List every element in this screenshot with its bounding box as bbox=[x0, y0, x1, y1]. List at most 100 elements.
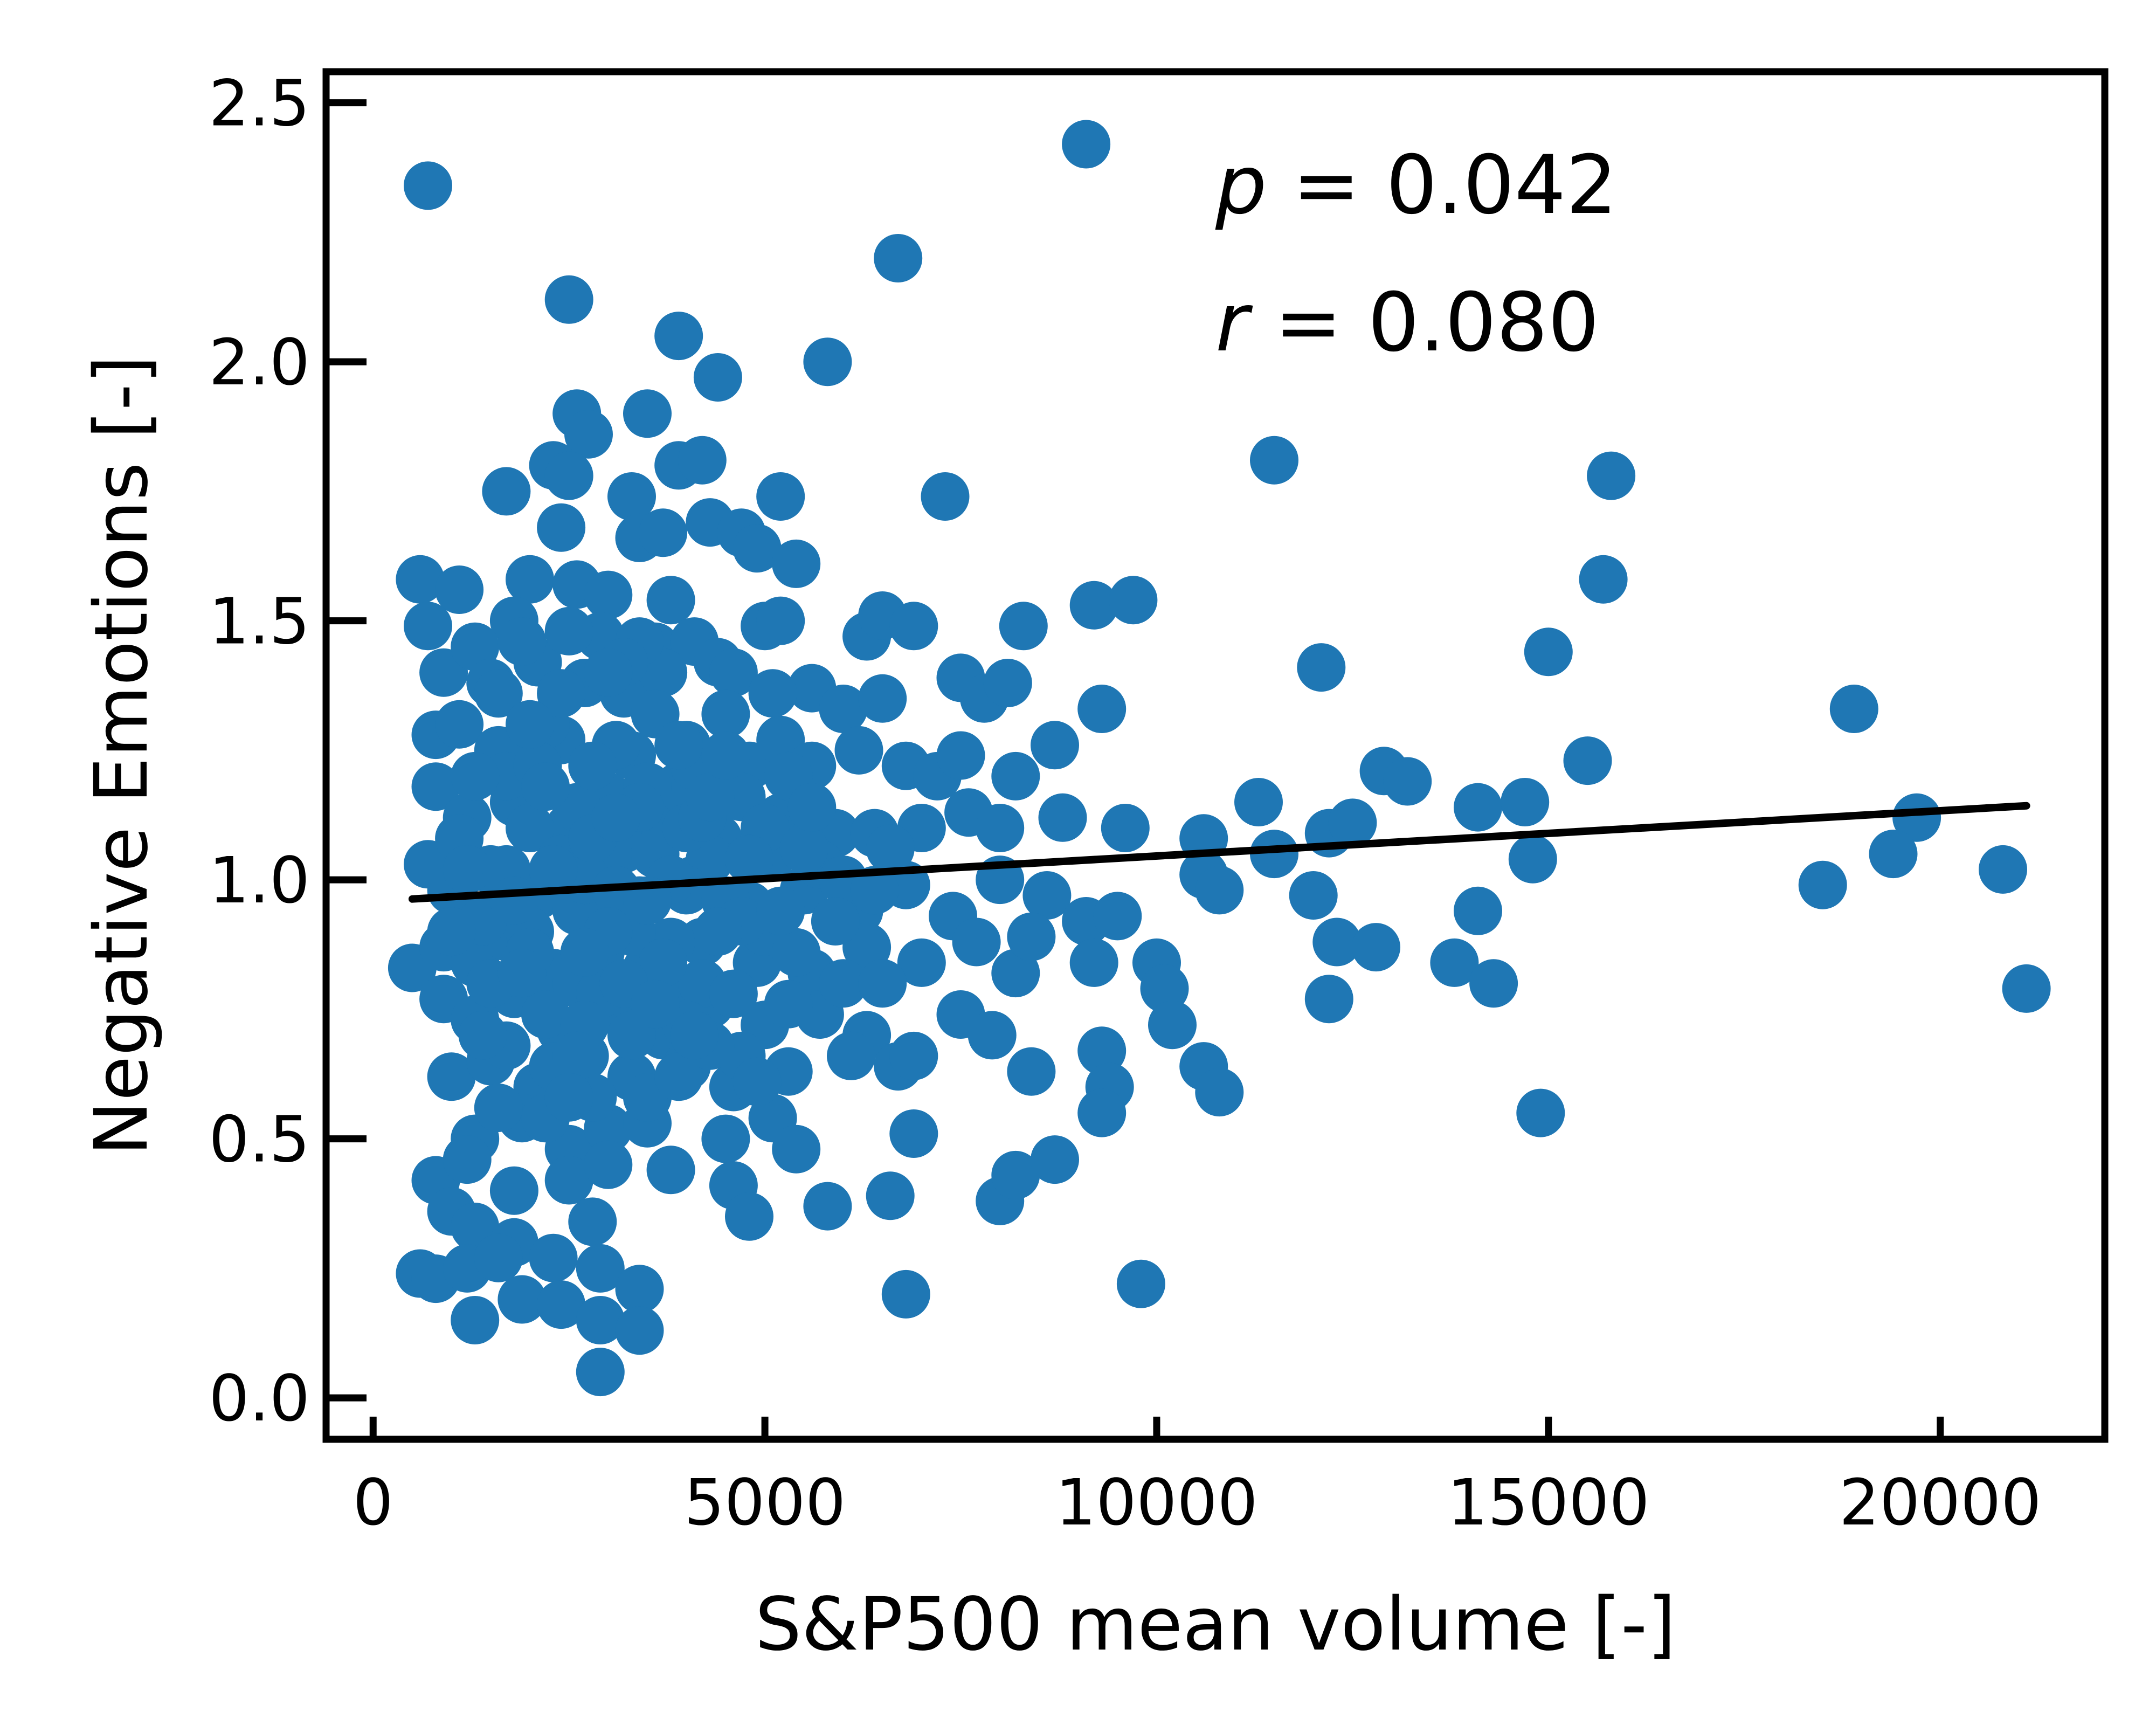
data-point bbox=[1587, 451, 1636, 500]
data-point bbox=[654, 312, 703, 361]
data-point bbox=[427, 1052, 476, 1101]
data-point bbox=[772, 928, 821, 977]
data-point bbox=[1250, 830, 1298, 879]
data-point bbox=[1116, 1259, 1165, 1308]
data-point bbox=[819, 959, 868, 1008]
data-point bbox=[506, 555, 554, 604]
data-point bbox=[756, 596, 805, 645]
data-point bbox=[803, 1182, 852, 1231]
data-point bbox=[733, 524, 782, 573]
data-point bbox=[1038, 793, 1087, 842]
y-axis-label: Negative Emotions [-] bbox=[79, 355, 164, 1156]
data-point bbox=[701, 1114, 750, 1163]
data-point bbox=[991, 751, 1040, 801]
data-point bbox=[1069, 938, 1118, 987]
data-point bbox=[451, 1296, 500, 1344]
data-point bbox=[544, 275, 593, 324]
data-point bbox=[1109, 576, 1158, 625]
data-point bbox=[874, 234, 923, 282]
data-point bbox=[631, 979, 680, 1029]
y-tick-label: 0.0 bbox=[209, 1361, 310, 1436]
data-point bbox=[1093, 892, 1142, 941]
data-point bbox=[537, 503, 586, 552]
data-point bbox=[976, 804, 1025, 852]
fit-line bbox=[408, 802, 2030, 903]
data-point bbox=[803, 337, 852, 387]
data-point bbox=[529, 845, 578, 894]
data-point bbox=[1516, 1088, 1565, 1137]
data-point bbox=[568, 1197, 617, 1246]
data-point bbox=[623, 389, 672, 438]
data-point bbox=[497, 617, 547, 666]
data-point bbox=[537, 1280, 586, 1329]
data-point bbox=[544, 606, 593, 656]
data-point bbox=[560, 928, 609, 977]
data-point bbox=[1979, 845, 2027, 894]
data-point bbox=[482, 467, 531, 516]
data-point bbox=[615, 1265, 664, 1314]
data-point bbox=[1469, 959, 1518, 1008]
data-point bbox=[591, 793, 640, 842]
x-axis-label: S&P500 mean volume [-] bbox=[755, 1582, 1676, 1667]
x-tick-label: 10000 bbox=[1055, 1465, 1257, 1540]
y-tick-label: 1.5 bbox=[209, 584, 310, 659]
data-point bbox=[1062, 120, 1111, 169]
data-point bbox=[646, 1146, 695, 1195]
data-point bbox=[889, 1031, 938, 1080]
data-point bbox=[772, 539, 821, 588]
data-point bbox=[701, 689, 750, 739]
data-point bbox=[584, 1140, 633, 1189]
data-point bbox=[693, 353, 742, 402]
data-point bbox=[564, 410, 613, 459]
data-point bbox=[427, 907, 476, 956]
data-point bbox=[983, 659, 1032, 707]
data-point bbox=[404, 602, 452, 651]
data-point bbox=[756, 886, 805, 935]
data-point bbox=[615, 1306, 664, 1355]
stat-value: = 0.080 bbox=[1249, 276, 1599, 370]
data-point bbox=[435, 700, 484, 749]
data-point bbox=[497, 949, 547, 998]
data-point bbox=[827, 1031, 875, 1080]
data-point bbox=[866, 1171, 915, 1220]
data-point bbox=[639, 508, 688, 557]
data-point bbox=[544, 1156, 593, 1205]
data-point bbox=[1101, 804, 1150, 852]
data-point bbox=[725, 834, 773, 884]
data-point bbox=[999, 602, 1048, 651]
data-point bbox=[1007, 1047, 1056, 1096]
data-point bbox=[1007, 912, 1056, 961]
data-point bbox=[1077, 1026, 1127, 1075]
data-point bbox=[701, 731, 750, 780]
data-point bbox=[952, 917, 1001, 967]
data-point bbox=[1508, 834, 1557, 884]
data-point bbox=[1524, 627, 1573, 677]
data-point bbox=[451, 751, 500, 801]
x-tick-label: 20000 bbox=[1839, 1465, 2041, 1540]
data-point bbox=[1579, 555, 1628, 604]
data-point bbox=[1031, 1135, 1079, 1184]
data-point bbox=[521, 990, 570, 1039]
data-point bbox=[654, 1052, 703, 1101]
data-point bbox=[1077, 1088, 1127, 1137]
data-point bbox=[1328, 798, 1377, 847]
stat-annotation-p: p = 0.042 bbox=[1215, 139, 1618, 232]
data-point bbox=[772, 1124, 821, 1174]
data-point bbox=[968, 1011, 1017, 1060]
data-point bbox=[881, 1269, 930, 1319]
data-point bbox=[654, 721, 703, 770]
data-point bbox=[1383, 757, 1432, 806]
data-point bbox=[889, 602, 938, 651]
data-point bbox=[991, 949, 1040, 998]
data-point bbox=[443, 845, 492, 894]
plot-frame bbox=[322, 68, 2109, 1443]
data-point bbox=[2002, 964, 2051, 1013]
data-point bbox=[489, 1166, 538, 1215]
data-point bbox=[1195, 866, 1244, 915]
data-point bbox=[639, 938, 688, 987]
data-point bbox=[811, 897, 860, 946]
data-point bbox=[1501, 778, 1550, 826]
stat-value: = 0.042 bbox=[1267, 139, 1617, 232]
